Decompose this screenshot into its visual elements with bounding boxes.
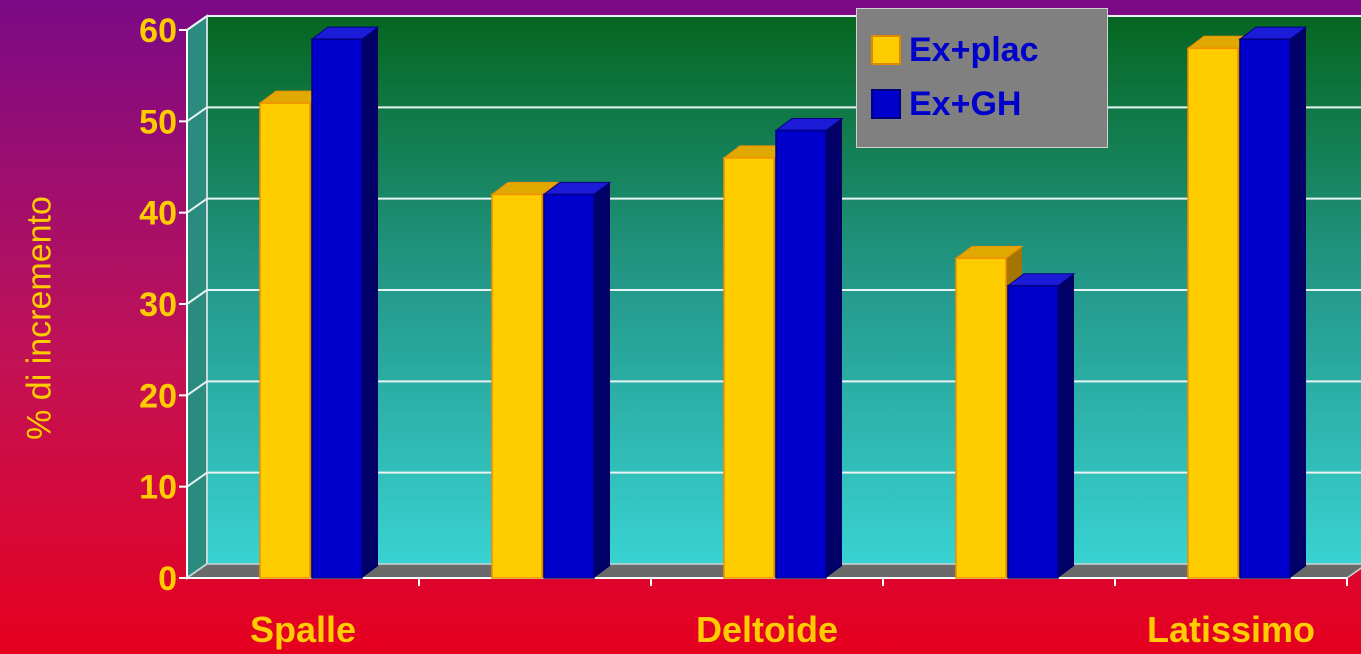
y-tick-label: 10 — [139, 469, 177, 507]
gridline-depth — [186, 106, 208, 123]
y-tick-label: 50 — [139, 103, 177, 141]
bar-ex-gh-4-side — [1290, 27, 1306, 578]
gridline-depth — [186, 197, 208, 214]
y-tick-label: 30 — [139, 286, 177, 324]
bar-ex-gh-2-side — [826, 118, 842, 578]
legend-swatch-ex-gh — [871, 89, 901, 119]
legend-item-ex-gh: Ex+GH — [871, 77, 1107, 131]
bar-ex-gh-0-side — [362, 27, 378, 578]
legend-item-ex-plac: Ex+plac — [871, 23, 1107, 77]
y-axis-label: % di incremento — [20, 196, 59, 440]
bar-ex-gh-0 — [311, 38, 363, 579]
legend: Ex+plac Ex+GH — [856, 8, 1108, 148]
bar-ex-plac-1 — [491, 193, 543, 579]
bar-ex-gh-3 — [1007, 284, 1059, 579]
gridline-depth — [186, 15, 208, 31]
legend-swatch-ex-plac — [871, 35, 901, 65]
x-tick-label-latissimo: Latissimo — [1147, 609, 1315, 650]
x-tick-label-spalle: Spalle — [250, 609, 356, 650]
y-tick-label: 0 — [158, 560, 177, 598]
bar-ex-gh-3-side — [1058, 273, 1074, 578]
bar-ex-plac-4 — [1187, 47, 1239, 579]
y-tick-label: 60 — [139, 12, 177, 50]
gridline-depth — [186, 471, 208, 488]
gridline-depth — [186, 289, 208, 305]
x-tick-label-deltoide: Deltoide — [696, 609, 838, 650]
legend-label-ex-plac: Ex+plac — [909, 30, 1039, 69]
y-tick-label: 20 — [139, 377, 177, 415]
y-tick-label: 40 — [139, 195, 177, 233]
bar-ex-gh-4 — [1239, 38, 1291, 579]
bar-ex-gh-2 — [775, 129, 827, 579]
bar-ex-plac-0 — [259, 102, 311, 579]
gridline-depth — [186, 380, 208, 397]
bar-ex-gh-1 — [543, 193, 595, 579]
bar-ex-plac-3 — [955, 257, 1007, 579]
bar-ex-gh-1-side — [594, 182, 610, 578]
legend-label-ex-gh: Ex+GH — [909, 84, 1022, 123]
bar-ex-plac-2 — [723, 157, 775, 579]
